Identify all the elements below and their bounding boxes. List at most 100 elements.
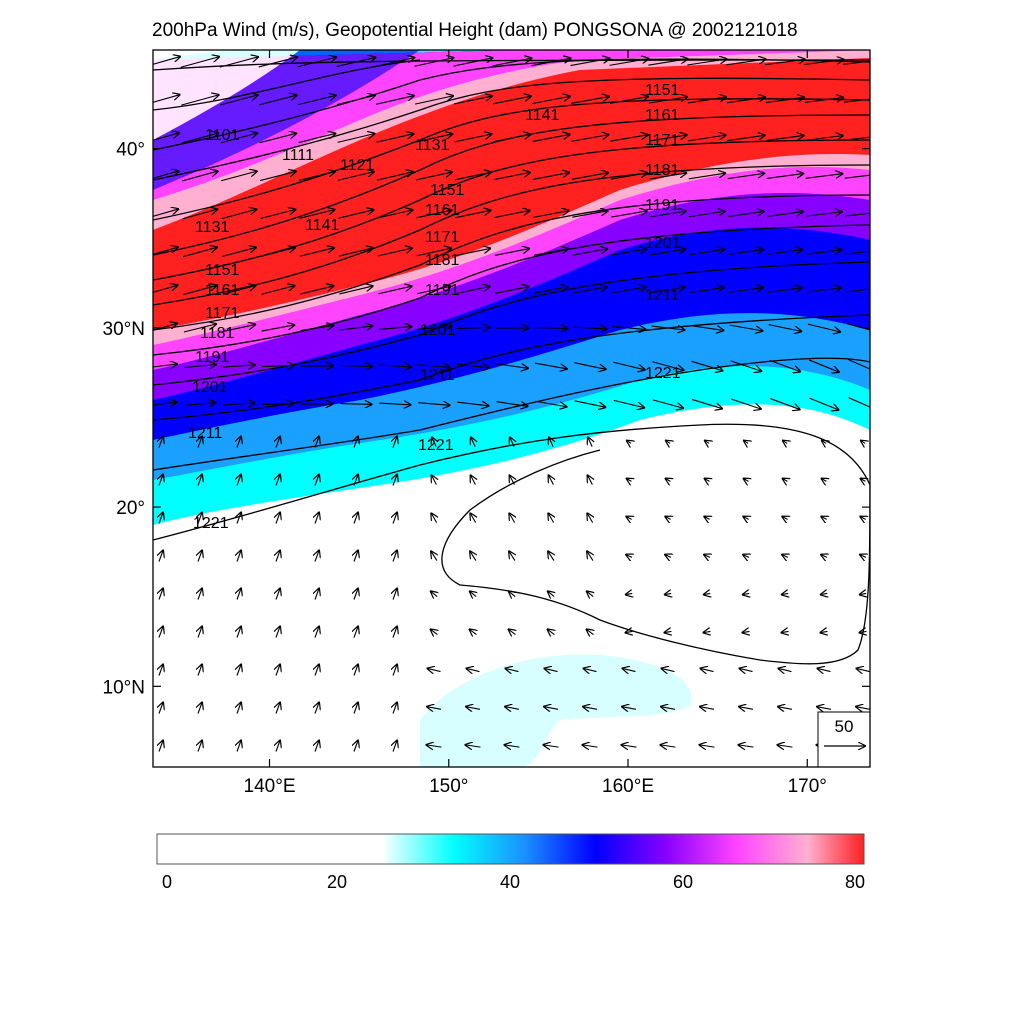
wind-vector bbox=[393, 589, 397, 600]
map-title: 200hPa Wind (m/s), Geopotential Height (… bbox=[152, 20, 798, 41]
wind-vector bbox=[339, 286, 372, 295]
wind-vector bbox=[535, 400, 567, 406]
wind-vector bbox=[701, 668, 714, 671]
wind-vector bbox=[778, 707, 793, 710]
wind-vector bbox=[470, 629, 477, 634]
wind-vector bbox=[809, 397, 838, 410]
wind-vector bbox=[237, 437, 241, 448]
wind-vector bbox=[661, 707, 676, 710]
wind-vector bbox=[237, 513, 241, 524]
wind-vector bbox=[220, 133, 258, 144]
wind-vector bbox=[848, 397, 870, 411]
wind-vector bbox=[860, 631, 867, 632]
wind-vector bbox=[700, 707, 715, 710]
wind-vector bbox=[740, 668, 753, 671]
wind-vector bbox=[181, 95, 218, 106]
wind-vector bbox=[260, 210, 296, 220]
wind-vector bbox=[572, 249, 607, 256]
contour-label: 1141 bbox=[305, 217, 340, 234]
wind-vector bbox=[583, 745, 598, 747]
wind-vector bbox=[471, 437, 475, 447]
wind-vector bbox=[416, 210, 451, 219]
wind-vector bbox=[609, 97, 648, 104]
wind-vector bbox=[223, 403, 254, 405]
wind-vector bbox=[506, 668, 519, 671]
wind-vector bbox=[354, 627, 358, 638]
wind-vector bbox=[548, 591, 554, 596]
wind-vector bbox=[354, 437, 358, 448]
wind-vector bbox=[844, 174, 870, 179]
wind-vector bbox=[549, 475, 554, 485]
wind-vector bbox=[857, 668, 870, 671]
wind-vector bbox=[531, 58, 570, 67]
wind-vector bbox=[298, 133, 336, 144]
wind-vector bbox=[806, 212, 842, 217]
contour-label: 1141 bbox=[525, 107, 560, 124]
wind-vector bbox=[739, 707, 754, 710]
wind-vector bbox=[338, 248, 373, 257]
wind-vector bbox=[728, 249, 764, 256]
wind-vector bbox=[198, 513, 202, 524]
wind-vector bbox=[337, 172, 374, 181]
wind-vector bbox=[415, 172, 452, 181]
wind-vector bbox=[258, 57, 297, 68]
wind-vector bbox=[276, 589, 280, 600]
wind-vector bbox=[650, 211, 686, 218]
contour-label: 1201 bbox=[645, 235, 681, 252]
wind-vector bbox=[627, 441, 631, 444]
contour-label: 1161 bbox=[645, 107, 680, 124]
wind-vector bbox=[805, 136, 843, 141]
wind-vector bbox=[378, 326, 411, 329]
wind-vector bbox=[571, 135, 608, 142]
wind-vector bbox=[844, 136, 870, 141]
x-tick-label: 170° bbox=[788, 776, 827, 797]
wind-vector bbox=[587, 551, 593, 561]
wind-vector bbox=[649, 173, 686, 180]
wind-vector bbox=[276, 437, 280, 448]
wind-vector bbox=[779, 668, 792, 671]
wind-vector bbox=[782, 517, 787, 520]
contour-label: 1191 bbox=[645, 197, 680, 214]
wind-vector bbox=[691, 360, 723, 370]
wind-vector bbox=[665, 555, 671, 558]
wind-vector bbox=[611, 249, 647, 256]
contour-label: 1161 bbox=[205, 282, 240, 299]
wind-vector bbox=[338, 210, 373, 219]
wind-vector bbox=[198, 703, 202, 714]
wind-vector bbox=[532, 134, 569, 143]
wind-vector bbox=[626, 631, 633, 632]
y-tick-label: 30°N bbox=[103, 319, 145, 340]
wind-vector bbox=[337, 134, 375, 143]
wind-vector bbox=[393, 475, 397, 486]
wind-vector bbox=[534, 287, 568, 294]
wind-vector bbox=[470, 551, 476, 561]
wind-vector bbox=[418, 403, 449, 406]
wind-vector bbox=[612, 287, 646, 294]
wind-vector bbox=[691, 398, 722, 408]
wind-vector bbox=[315, 627, 319, 638]
wind-vector bbox=[276, 665, 280, 676]
contour-label: 1171 bbox=[205, 305, 240, 322]
wind-vector bbox=[845, 288, 870, 293]
wind-vector bbox=[340, 404, 371, 405]
wind-vector bbox=[573, 287, 607, 294]
wind-vector bbox=[848, 358, 870, 373]
wind-vector bbox=[648, 59, 687, 66]
colorbar-label: 20 bbox=[326, 872, 348, 892]
wind-vector bbox=[690, 287, 724, 294]
wind-vector bbox=[315, 665, 319, 676]
wind-vector bbox=[623, 668, 636, 671]
wind-vector bbox=[544, 707, 559, 710]
wind-vector bbox=[159, 437, 163, 448]
wind-vector bbox=[727, 173, 765, 180]
wind-vector bbox=[687, 59, 726, 66]
wind-vector bbox=[198, 741, 202, 752]
contour-label: 1221 bbox=[645, 365, 681, 382]
wind-vector bbox=[729, 324, 763, 331]
wind-vector bbox=[376, 134, 414, 143]
wind-vector bbox=[220, 95, 257, 106]
wind-vector bbox=[652, 361, 683, 370]
wind-vector bbox=[183, 364, 216, 367]
colorbar-label: 80 bbox=[844, 872, 866, 892]
